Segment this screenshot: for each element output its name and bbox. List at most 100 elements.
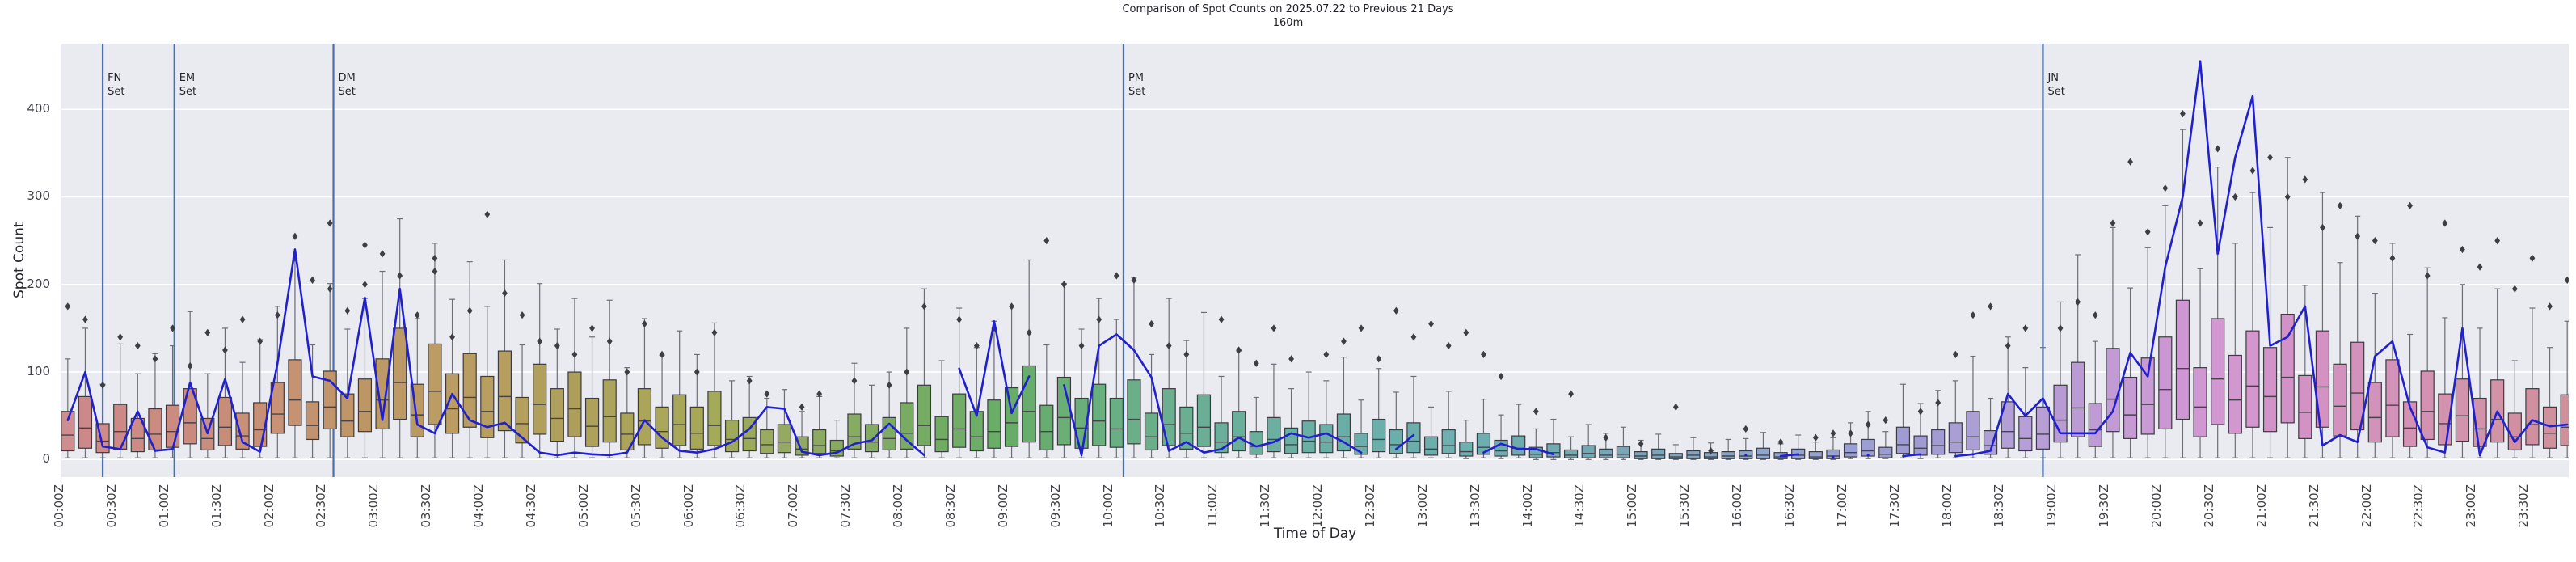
chart-title: Comparison of Spot Counts on 2025.07.22 … <box>1122 3 1454 15</box>
boxplot-layer <box>61 299 2569 459</box>
box <box>777 424 792 454</box>
outlier-diamond <box>1533 408 1539 416</box>
box <box>533 363 547 435</box>
box <box>934 416 949 453</box>
outlier-diamond <box>274 311 280 319</box>
outlier-diamond <box>362 241 368 249</box>
outlier-diamond <box>327 219 333 227</box>
x-tick-label: 12:00Z <box>1310 484 1325 528</box>
box <box>375 358 390 430</box>
box <box>1144 412 1159 451</box>
box <box>689 406 704 450</box>
box <box>1651 448 1666 459</box>
x-tick-label: 21:30Z <box>2306 484 2321 528</box>
outlier-diamond <box>642 319 647 328</box>
outlier-diamond <box>239 315 246 323</box>
box <box>882 416 896 451</box>
box <box>637 388 652 446</box>
x-tick-label: 07:00Z <box>786 484 801 528</box>
box <box>2158 336 2173 430</box>
outlier-diamond <box>502 289 508 298</box>
outlier-diamond <box>1183 350 1190 359</box>
outlier-diamond <box>362 281 368 289</box>
outlier-diamond <box>99 381 106 389</box>
outlier-diamond <box>2407 201 2413 209</box>
box <box>620 412 635 451</box>
outlier-diamond <box>292 232 298 240</box>
outlier-diamond <box>1848 429 1853 437</box>
box <box>1494 439 1508 457</box>
outlier-diamond <box>170 324 175 332</box>
x-tick-label: 17:30Z <box>1887 484 1902 528</box>
x-tick-label: 07:30Z <box>838 484 854 528</box>
outlier-diamond <box>1113 272 1119 280</box>
box <box>1179 406 1194 450</box>
box <box>148 408 162 451</box>
box <box>2088 403 2102 447</box>
box <box>1214 422 1229 454</box>
x-tick-label: 01:00Z <box>156 484 171 528</box>
box <box>515 396 529 444</box>
box <box>1668 453 1683 459</box>
box <box>2123 376 2138 439</box>
outlier-diamond <box>571 350 578 359</box>
outlier-diamond <box>606 337 613 345</box>
box <box>1092 383 1107 446</box>
x-tick-label: 23:00Z <box>2464 484 2479 528</box>
outlier-diamond <box>414 311 420 319</box>
outlier-diamond <box>1376 355 1382 363</box>
box <box>1634 450 1648 459</box>
x-tick-label: 00:00Z <box>52 484 66 528</box>
box <box>2525 388 2540 446</box>
box <box>864 424 879 453</box>
outlier-diamond <box>537 337 543 345</box>
event-label-dm: DM Set <box>338 72 356 98</box>
x-tick-label: 12:30Z <box>1362 484 1377 528</box>
today-line <box>1395 433 1415 450</box>
box <box>550 388 564 442</box>
x-tick-label: 13:00Z <box>1414 484 1430 528</box>
outlier-diamond <box>134 341 141 350</box>
box <box>1459 442 1474 457</box>
box <box>165 404 180 448</box>
x-tick-label: 16:00Z <box>1730 484 1744 528</box>
x-tick-label: 22:30Z <box>2411 484 2426 528</box>
box <box>340 393 355 437</box>
box <box>462 353 477 428</box>
outlier-diamond <box>292 254 298 262</box>
box <box>724 420 740 453</box>
outlier-diamond <box>257 337 264 345</box>
outlier-diamond <box>344 306 351 315</box>
x-tick-label: 17:00Z <box>1834 484 1849 528</box>
box <box>1966 411 1980 451</box>
y-tick-label: 100 <box>27 364 50 379</box>
x-tick-label: 03:00Z <box>366 484 382 528</box>
outlier-diamond <box>1445 341 1452 350</box>
outlier-diamond <box>2424 272 2431 280</box>
outlier-diamond <box>2511 285 2518 293</box>
box <box>1843 443 1858 458</box>
box <box>987 399 1001 449</box>
outlier-diamond <box>466 306 473 315</box>
box <box>2507 412 2522 451</box>
outlier-diamond <box>1149 319 1154 328</box>
outlier-diamond <box>2249 167 2256 175</box>
y-tick-label: 300 <box>27 188 50 204</box>
today-line <box>1482 442 1555 456</box>
box <box>1109 397 1124 448</box>
box <box>1249 431 1263 455</box>
y-tick-label: 400 <box>27 101 50 116</box>
outlier-diamond <box>2355 232 2361 240</box>
box <box>217 396 233 446</box>
box <box>2228 354 2242 434</box>
outlier-diamond <box>1410 333 1417 341</box>
x-tick-label: 10:30Z <box>1153 484 1168 528</box>
box <box>78 395 93 449</box>
today-line <box>66 248 925 457</box>
x-tick-label: 19:00Z <box>2044 484 2060 528</box>
box <box>1441 429 1456 454</box>
x-tick-label: 16:30Z <box>1781 484 1797 528</box>
box <box>235 412 250 450</box>
box <box>1581 445 1596 458</box>
x-tick-label: 20:00Z <box>2149 484 2164 528</box>
